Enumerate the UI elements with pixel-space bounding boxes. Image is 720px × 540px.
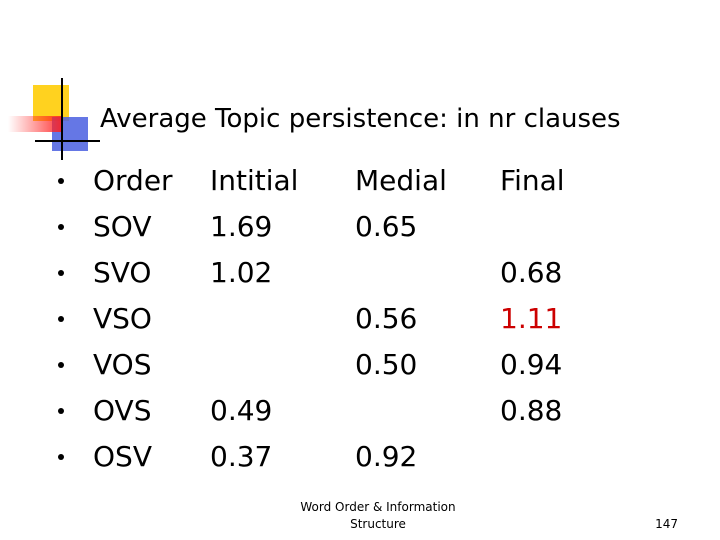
footer-line: Word Order & Information bbox=[300, 500, 455, 514]
bullet bbox=[58, 408, 64, 414]
slide-title: Average Topic persistence: in nr clauses bbox=[100, 104, 621, 134]
yellow-square bbox=[33, 85, 69, 121]
table-cell: 0.68 bbox=[500, 256, 562, 289]
decoration bbox=[8, 78, 100, 160]
table-cell: 0.50 bbox=[355, 348, 417, 381]
table-cell: 1.69 bbox=[210, 210, 272, 243]
table-cell: 0.92 bbox=[355, 440, 417, 473]
bullet bbox=[58, 316, 64, 322]
table-cell: SOV bbox=[93, 210, 151, 243]
table-cell: 1.02 bbox=[210, 256, 272, 289]
page-number: 147 bbox=[655, 517, 678, 531]
bullet bbox=[58, 362, 64, 368]
table-cell: 0.49 bbox=[210, 394, 272, 427]
table-cell: 0.94 bbox=[500, 348, 562, 381]
red-bar bbox=[8, 116, 62, 132]
table-cell: 0.37 bbox=[210, 440, 272, 473]
bullet bbox=[58, 178, 64, 184]
table-cell: OSV bbox=[93, 440, 152, 473]
table-cell: 1.11 bbox=[500, 302, 562, 335]
bullet bbox=[58, 224, 64, 230]
header-cell: Final bbox=[500, 164, 565, 197]
bullet bbox=[58, 270, 64, 276]
table-cell: 0.88 bbox=[500, 394, 562, 427]
header-cell: Medial bbox=[355, 164, 447, 197]
table-cell: OVS bbox=[93, 394, 151, 427]
header-cell: Order bbox=[93, 164, 173, 197]
table-cell: VSO bbox=[93, 302, 152, 335]
table: Order Intitial Medial Final SOV 1.69 0.65 SVO 1.… bbox=[58, 164, 565, 473]
table-cell: VOS bbox=[93, 348, 151, 381]
bullet bbox=[58, 454, 64, 460]
footer-line: Structure bbox=[350, 517, 406, 531]
table-cell: 0.56 bbox=[355, 302, 417, 335]
table-cell: 0.65 bbox=[355, 210, 417, 243]
table-cell: SVO bbox=[93, 256, 151, 289]
header-cell: Intitial bbox=[210, 164, 298, 197]
